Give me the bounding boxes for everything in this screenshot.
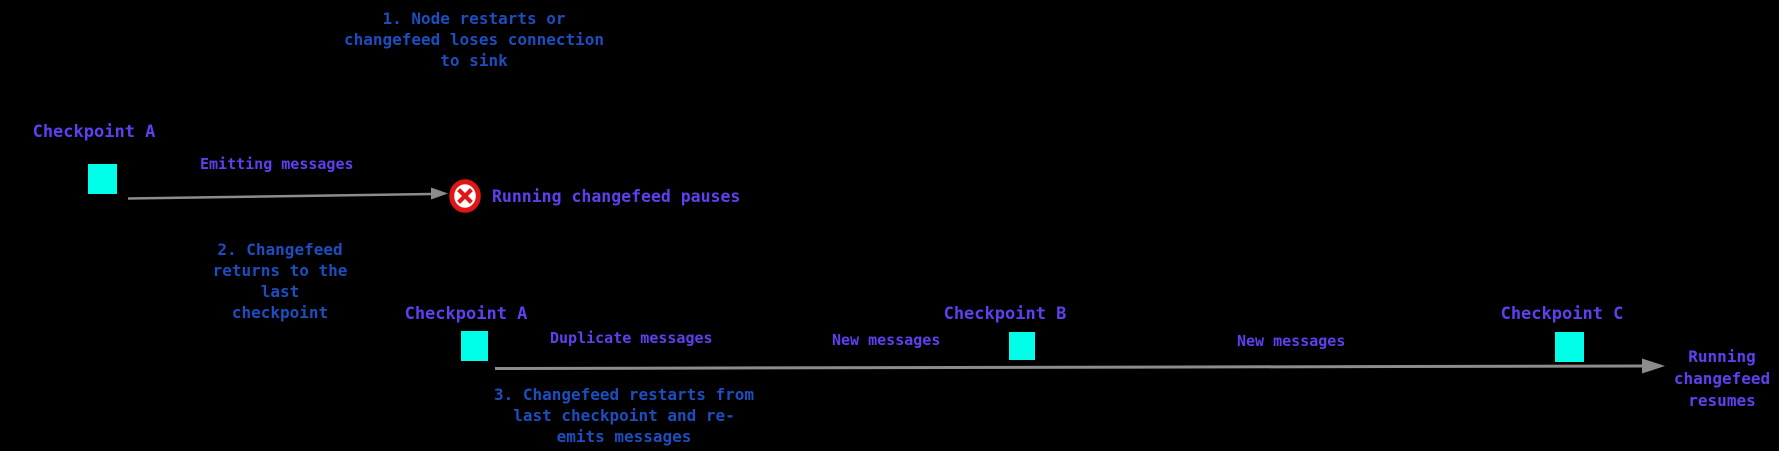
timeline-2-arrow-line <box>494 364 1645 370</box>
running-changefeed-resumes-label: Running changefeed resumes <box>1673 347 1771 410</box>
timeline-1-arrow-line <box>127 192 433 200</box>
checkpoint-c-marker <box>1555 332 1584 362</box>
checkpoint-a-label-bottom: Checkpoint A <box>404 304 528 324</box>
duplicate-messages-label: Duplicate messages <box>550 329 713 347</box>
checkpoint-b-marker <box>1009 332 1035 360</box>
checkpoint-c-label: Checkpoint C <box>1500 304 1624 324</box>
step3-note: 3. Changefeed restarts from last checkpo… <box>493 385 755 446</box>
timeline-2-arrowhead <box>1642 358 1665 374</box>
new-messages-label-2: New messages <box>1237 332 1346 350</box>
step1-note: 1. Node restarts or changefeed loses con… <box>343 9 605 70</box>
step2-note: 2. Changefeed returns to the last checkp… <box>212 240 348 322</box>
x-circle-icon <box>449 179 481 213</box>
new-messages-label-1: New messages <box>832 331 941 349</box>
checkpoint-a-label-top: Checkpoint A <box>32 122 156 142</box>
emitting-messages-label: Emitting messages <box>200 155 354 173</box>
checkpoint-b-label: Checkpoint B <box>943 304 1067 324</box>
timeline-1-arrowhead <box>431 187 448 200</box>
checkpoint-a-marker-top <box>88 164 117 194</box>
running-changefeed-pauses-label: Running changefeed pauses <box>492 187 741 206</box>
checkpoint-a-marker-bottom <box>461 331 488 361</box>
